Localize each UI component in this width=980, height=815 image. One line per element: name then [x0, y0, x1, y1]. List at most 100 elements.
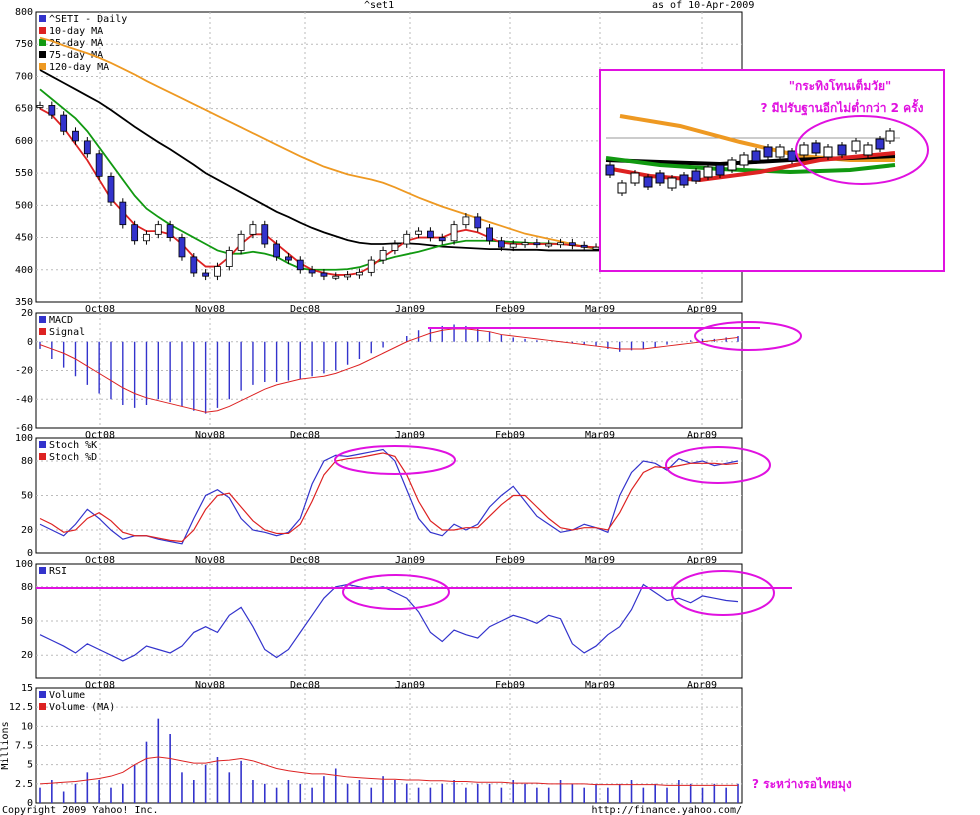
- candle-body: [190, 256, 198, 274]
- y-tick-label: 500: [15, 200, 33, 211]
- inset-candle-body: [787, 150, 797, 162]
- x-tick-label: Jan09: [395, 555, 425, 566]
- legend-swatch: [39, 567, 46, 574]
- legend-swatch: [39, 63, 46, 70]
- macd-highlight-ellipse: [694, 321, 802, 351]
- y-tick-label: 600: [15, 136, 33, 147]
- candle-body: [367, 259, 375, 273]
- copyright-text: Copyright 2009 Yahoo! Inc.: [2, 805, 159, 815]
- candle-body: [249, 224, 257, 235]
- legend-swatch: [39, 691, 46, 698]
- candle-body: [273, 243, 281, 258]
- signal-line: [39, 328, 739, 413]
- inset-candle-body: [775, 146, 785, 158]
- candle-body: [296, 259, 304, 271]
- inset-candle-body: [691, 170, 701, 182]
- chart-symbol: ^set1: [364, 0, 394, 11]
- inset-candle-body: [715, 164, 725, 176]
- inset-candle-body: [643, 176, 653, 188]
- x-tick-label: Jan09: [395, 304, 425, 315]
- candle-body: [438, 237, 446, 242]
- legend-swatch: [39, 27, 46, 34]
- x-tick-label: Dec08: [290, 304, 320, 315]
- x-tick-label: Nov08: [195, 555, 225, 566]
- stoch-highlight-ellipse-jan: [334, 445, 456, 475]
- inset-candle-body: [655, 172, 665, 184]
- candle-body: [237, 233, 245, 251]
- x-tick-label: Oct08: [85, 680, 115, 691]
- y-tick-label: 15: [21, 683, 33, 694]
- y-tick-label: 12.5: [9, 702, 33, 713]
- rsi-highlight-ellipse-jan: [342, 574, 450, 610]
- panel-frame: [35, 312, 743, 429]
- y-axis-label: Millions: [0, 721, 11, 769]
- y-tick-label: 20: [21, 308, 33, 319]
- volume-note: ? ระหว่างรอไทยมุง: [752, 776, 852, 792]
- candle-body: [391, 243, 399, 251]
- x-tick-label: Mar09: [585, 680, 615, 691]
- y-tick-label: 800: [15, 7, 33, 18]
- candle-body: [474, 216, 482, 229]
- panel-frame: [35, 687, 743, 804]
- candle-body: [427, 230, 434, 238]
- inset-ma-line: [605, 151, 896, 183]
- legend-swatch: [39, 39, 46, 46]
- legend-swatch: [39, 328, 46, 335]
- y-tick-label: 50: [21, 616, 33, 627]
- inset-candle-body: [823, 146, 833, 158]
- volume-ma-line: [39, 756, 738, 786]
- legend-swatch: [39, 703, 46, 710]
- candle-body: [497, 240, 505, 248]
- candle-body: [379, 250, 387, 261]
- y-tick-label: 0: [27, 798, 33, 809]
- y-tick-label: -40: [15, 394, 33, 405]
- x-tick-label: Dec08: [290, 680, 320, 691]
- y-tick-label: 10: [21, 721, 33, 732]
- x-tick-label: Oct08: [85, 430, 115, 441]
- candle-body: [36, 105, 44, 108]
- legend-label: Volume (MA): [49, 702, 115, 713]
- inset-candle-body: [667, 177, 677, 189]
- legend-swatch: [39, 441, 46, 448]
- x-tick-label: Nov08: [195, 430, 225, 441]
- inset-highlight-ellipse: [795, 115, 929, 185]
- legend-swatch: [39, 453, 46, 460]
- candle-body: [225, 250, 233, 267]
- inset-candle-body: [811, 142, 821, 154]
- x-tick-label: Dec08: [290, 430, 320, 441]
- candle-body: [320, 272, 328, 277]
- candle-body: [154, 224, 162, 235]
- inset-candle-body: [605, 164, 615, 176]
- x-tick-label: Dec08: [290, 555, 320, 566]
- inset-candle-body: [799, 144, 809, 156]
- inset-candle-body: [837, 144, 847, 156]
- candle-body: [403, 233, 411, 245]
- candle-body: [533, 242, 541, 246]
- y-tick-label: 20: [21, 525, 33, 536]
- candle-body: [95, 153, 103, 177]
- y-tick-label: 550: [15, 168, 33, 179]
- candle-body: [332, 275, 340, 279]
- candle-body: [592, 246, 600, 250]
- source-url: http://finance.yahoo.com/: [591, 805, 742, 815]
- inset-candle-body: [751, 150, 761, 162]
- legend-swatch: [39, 51, 46, 58]
- legend-label: ^SETI - Daily: [49, 14, 127, 25]
- inset-candle-body: [885, 130, 895, 142]
- y-tick-label: 400: [15, 265, 33, 276]
- legend-label: RSI: [49, 566, 67, 577]
- legend-label: Volume: [49, 690, 85, 701]
- candle-body: [48, 105, 56, 116]
- candle-body: [521, 242, 529, 246]
- inset-title: "กระทิงโทนเต็มวัย": [789, 78, 892, 93]
- candle-body: [83, 140, 91, 155]
- candle-body: [72, 130, 79, 142]
- legend-swatch: [39, 15, 46, 22]
- legend-label: 75-day MA: [49, 50, 103, 61]
- panel-frame: [35, 437, 743, 554]
- x-tick-label: Feb09: [495, 680, 525, 691]
- x-tick-label: Apr09: [687, 680, 717, 691]
- candle-body: [486, 227, 493, 242]
- inset-candle-body: [739, 154, 749, 166]
- candle-body: [415, 230, 422, 235]
